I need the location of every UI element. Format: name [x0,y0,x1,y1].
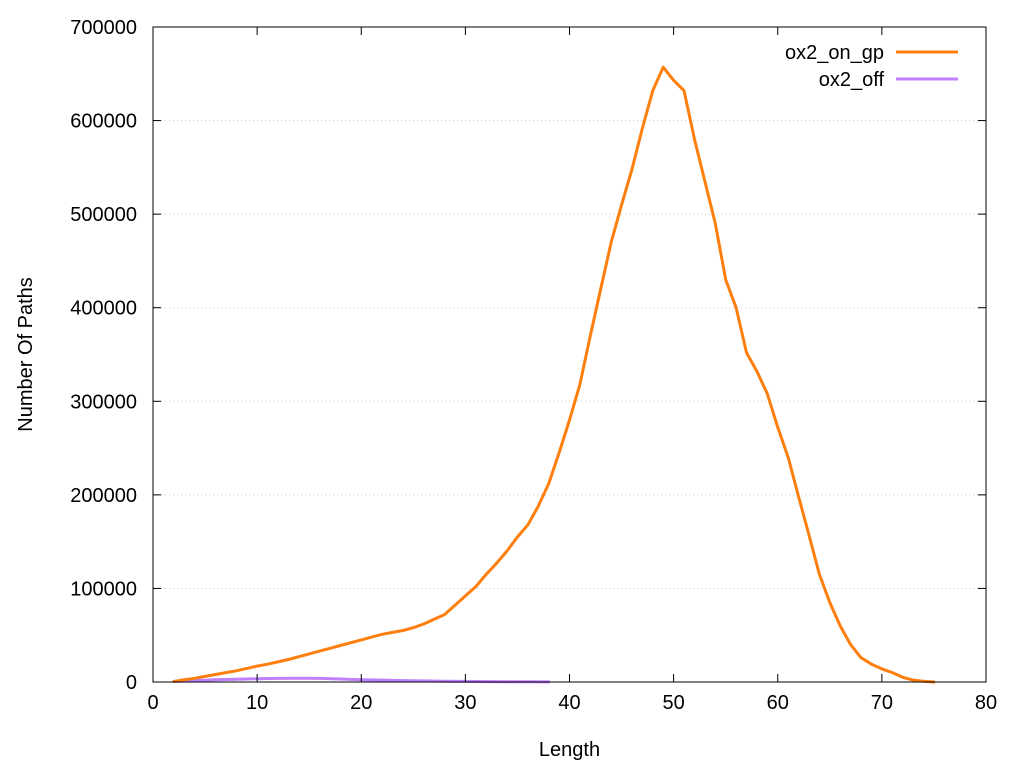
x-axis-title: Length [539,739,600,761]
y-tick-label: 300000 [70,391,137,413]
plot-area-frame [152,26,987,683]
y-axis: 0 100000 200000 300000 400000 500000 600000 700… [70,17,986,694]
x-axis: 0 10 20 30 40 50 60 70 80 [147,27,997,714]
legend-label: ox2_on_gp [785,42,884,64]
y-tick-label: 700000 [70,17,137,39]
x-tick-label: 10 [246,692,268,714]
y-tick-label: 200000 [70,485,137,507]
series-line-ox2_on_gp [172,65,936,684]
x-tick-label: 50 [663,692,685,714]
y-tick-label: 0 [126,672,137,694]
y-tick-label: 400000 [70,298,137,320]
y-tick-label: 600000 [70,111,137,133]
y-tick-label: 500000 [70,204,137,226]
x-tick-label: 0 [147,692,158,714]
grid-lines [153,120,986,589]
legend-label: ox2_off [819,69,885,91]
series-layer [172,65,936,684]
x-tick-label: 70 [871,692,893,714]
x-tick-label: 20 [350,692,372,714]
legend: ox2_on_gp ox2_off [785,42,958,91]
x-tick-label: 40 [558,692,580,714]
x-tick-label: 80 [975,692,997,714]
x-tick-label: 60 [767,692,789,714]
y-tick-label: 100000 [70,578,137,600]
x-tick-label: 30 [454,692,476,714]
y-axis-title: Number Of Paths [15,277,37,432]
